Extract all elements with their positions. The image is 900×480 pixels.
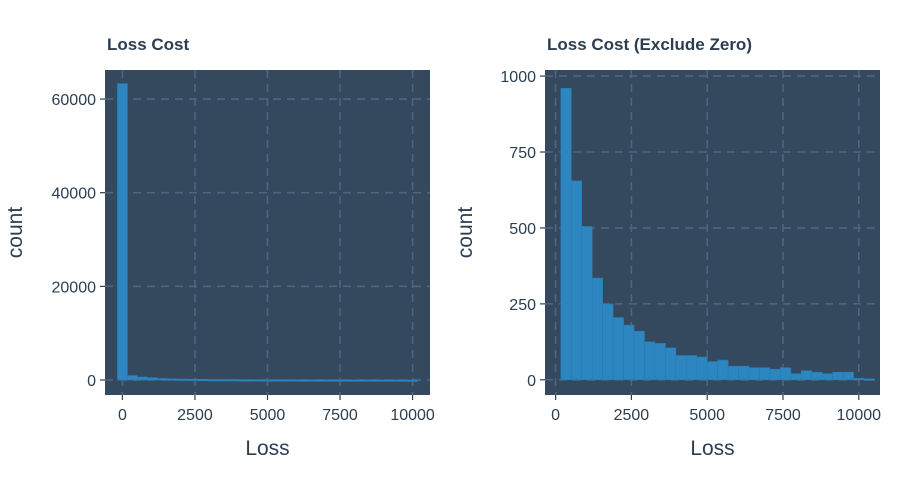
histogram-bar <box>612 317 624 381</box>
x-axis-label: Loss <box>245 437 289 460</box>
chart-title: Loss Cost <box>107 35 190 54</box>
histogram-bar <box>287 379 298 382</box>
histogram-bar <box>187 378 198 381</box>
y-tick-label: 40000 <box>52 186 97 203</box>
histogram-bar <box>387 379 398 382</box>
histogram-bar <box>832 371 844 381</box>
histogram-bar <box>842 371 854 381</box>
histogram-bar <box>157 378 168 381</box>
histogram-bar <box>654 343 666 381</box>
x-tick-label: 5000 <box>250 407 286 424</box>
histogram-bar <box>581 226 593 381</box>
histogram-bar <box>790 373 802 381</box>
histogram-bar <box>257 379 268 382</box>
histogram-bar <box>570 180 583 381</box>
histogram-bar <box>247 379 258 382</box>
x-tick-label: 7500 <box>765 407 801 424</box>
y-axis-label: count <box>4 207 27 259</box>
histogram-bar <box>267 379 278 382</box>
histogram-bar <box>337 379 348 382</box>
histogram-bar <box>367 379 378 382</box>
histogram-bar <box>377 379 388 382</box>
y-tick-label: 1000 <box>500 69 536 86</box>
y-tick-label: 500 <box>509 221 536 238</box>
histogram-bar <box>560 87 572 381</box>
y-tick-label: 0 <box>527 373 536 390</box>
histogram-bar <box>117 83 128 381</box>
histogram-bar <box>696 356 708 381</box>
x-tick-label: 10000 <box>837 407 882 424</box>
x-tick-label: 7500 <box>322 407 358 424</box>
histogram-bar <box>644 341 656 381</box>
histogram-bar <box>738 365 750 381</box>
histogram-bar <box>407 379 418 382</box>
histogram-bar <box>227 379 238 382</box>
y-tick-label: 60000 <box>52 92 97 109</box>
histogram-bar <box>748 367 760 381</box>
histogram-bar <box>602 303 614 381</box>
histogram-bar <box>665 347 677 381</box>
y-tick-label: 250 <box>509 297 536 314</box>
histogram-bar <box>397 379 408 382</box>
histogram-bar <box>307 379 318 382</box>
histogram-bar <box>591 277 603 381</box>
histogram-bar <box>633 330 645 381</box>
histogram-bar <box>759 367 771 381</box>
x-tick-label: 5000 <box>689 407 725 424</box>
histogram-bar <box>137 376 148 381</box>
histogram-bar <box>811 371 823 381</box>
histogram-bar <box>357 379 368 382</box>
y-tick-label: 750 <box>509 145 536 162</box>
histogram-bar <box>623 324 635 381</box>
x-tick-label: 2500 <box>177 407 213 424</box>
histogram-bar <box>147 377 158 381</box>
histogram-bar <box>197 378 208 382</box>
histogram-bar <box>177 378 188 381</box>
histogram-bar <box>347 379 358 382</box>
histogram-bar <box>167 378 178 381</box>
y-tick-label: 0 <box>87 373 96 390</box>
histogram-bar <box>769 368 781 381</box>
histogram-bar <box>237 379 248 382</box>
histogram-bar <box>780 367 792 381</box>
histogram-bar <box>706 361 718 381</box>
histogram-bar <box>853 377 865 381</box>
histogram-bar <box>297 379 308 382</box>
histogram-bar <box>277 379 288 382</box>
histogram-bar <box>317 379 328 382</box>
histogram-bar <box>863 378 875 381</box>
x-tick-label: 2500 <box>614 407 650 424</box>
x-tick-label: 10000 <box>390 407 435 424</box>
histogram-bar <box>727 365 739 381</box>
chart-panel-0: Loss Cost 0 2500 5000 7500 10000 0 20000 40000 60… <box>4 35 435 460</box>
histogram-bar <box>127 375 138 381</box>
histogram-bar <box>821 373 833 381</box>
x-axis-label: Loss <box>690 437 734 460</box>
histogram-bar <box>800 370 813 381</box>
x-tick-label: 0 <box>551 407 560 424</box>
x-tick-label: 0 <box>118 407 127 424</box>
histogram-bar <box>217 379 228 382</box>
histogram-bar <box>675 355 687 381</box>
chart-title: Loss Cost (Exclude Zero) <box>547 35 752 54</box>
y-axis-label: count <box>454 207 477 259</box>
histogram-bar <box>717 359 729 381</box>
histogram-bar <box>685 355 698 381</box>
histogram-bar <box>327 379 338 382</box>
chart-panel-1: Loss Cost (Exclude Zero)0 2500 5000 7500 100… <box>454 35 881 460</box>
y-tick-label: 20000 <box>52 279 97 296</box>
histogram-bar <box>207 379 218 382</box>
